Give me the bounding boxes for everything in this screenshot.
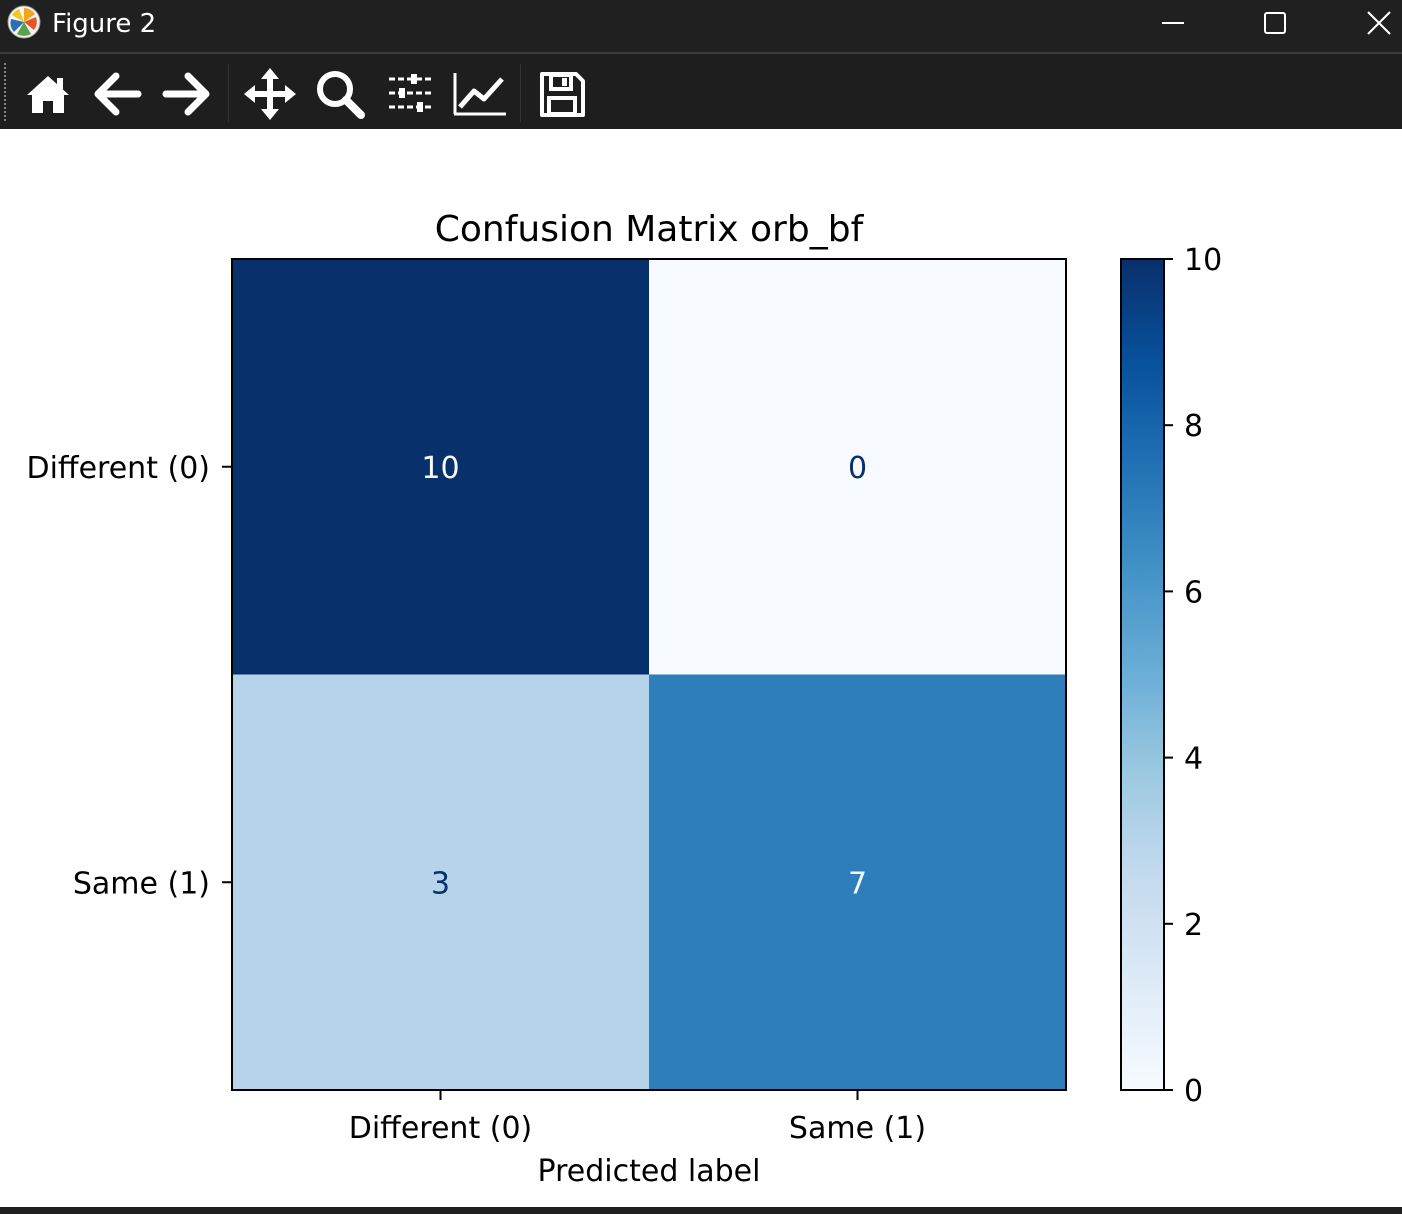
toolbar-separator	[228, 64, 229, 122]
chart-title: Confusion Matrix orb_bf	[435, 209, 865, 250]
close-button[interactable]	[1334, 0, 1402, 46]
magnifier-icon	[317, 71, 365, 119]
save-button[interactable]	[534, 66, 590, 122]
x-axis-label: Predicted label	[538, 1154, 761, 1189]
title-bar[interactable]: Figure 2	[0, 0, 1402, 52]
colorbar-tick-label: 8	[1184, 409, 1203, 444]
home-icon	[27, 76, 69, 113]
cell-value-label: 0	[848, 451, 867, 486]
y-tick-label: Different (0)	[26, 451, 210, 486]
pan-button[interactable]	[242, 66, 298, 122]
confusion-matrix-chart: Confusion Matrix orb_bf 10 0 3 7 Different …	[26, 209, 1222, 1189]
window-bottom-border	[0, 1207, 1402, 1214]
y-tick-label: Same (1)	[73, 866, 210, 901]
x-tick-label: Different (0)	[349, 1111, 533, 1146]
titlebar-divider	[0, 52, 1402, 54]
arrow-right-icon	[162, 72, 210, 116]
back-button[interactable]	[90, 66, 146, 122]
axes-frame	[231, 258, 1067, 1091]
minimize-icon	[1162, 22, 1184, 24]
colorbar-tick-label: 10	[1184, 243, 1222, 278]
minimize-button[interactable]	[1128, 0, 1218, 46]
cell-value-label: 3	[431, 866, 450, 901]
floppy-disk-icon	[540, 72, 585, 117]
colorbar-tick-label: 2	[1184, 908, 1203, 943]
forward-button[interactable]	[158, 66, 214, 122]
heatmap-cell	[232, 259, 650, 675]
x-tick-label: Same (1)	[789, 1111, 926, 1146]
toolbar-separator	[520, 64, 521, 122]
maximize-button[interactable]	[1230, 0, 1320, 46]
line-chart-icon	[453, 73, 506, 116]
colorbar-tick-label: 4	[1184, 742, 1203, 777]
cell-value-label: 10	[421, 451, 459, 486]
colorbar	[1120, 258, 1165, 1091]
sliders-icon	[389, 74, 431, 112]
cell-value-label: 7	[848, 866, 867, 901]
close-icon	[1367, 11, 1391, 35]
maximize-icon	[1264, 12, 1286, 34]
zoom-button[interactable]	[312, 66, 368, 122]
heatmap-cell	[649, 674, 1067, 1091]
configure-subplots-button[interactable]	[382, 66, 438, 122]
heatmap-cell	[232, 674, 650, 1091]
toolbar-grip[interactable]	[3, 62, 7, 122]
edit-axis-button[interactable]	[452, 66, 508, 122]
matplotlib-logo-icon	[7, 5, 41, 39]
heatmap-cell	[649, 259, 1067, 675]
arrow-left-icon	[94, 72, 142, 116]
home-button[interactable]	[20, 66, 76, 122]
colorbar-tick-label: 6	[1184, 575, 1203, 610]
figure-canvas[interactable]: Confusion Matrix orb_bf 10 0 3 7 Different …	[0, 129, 1402, 1207]
navigation-toolbar	[0, 54, 1402, 129]
window-title: Figure 2	[52, 9, 157, 39]
colorbar-tick-label: 0	[1184, 1074, 1203, 1109]
move-icon	[244, 68, 296, 120]
